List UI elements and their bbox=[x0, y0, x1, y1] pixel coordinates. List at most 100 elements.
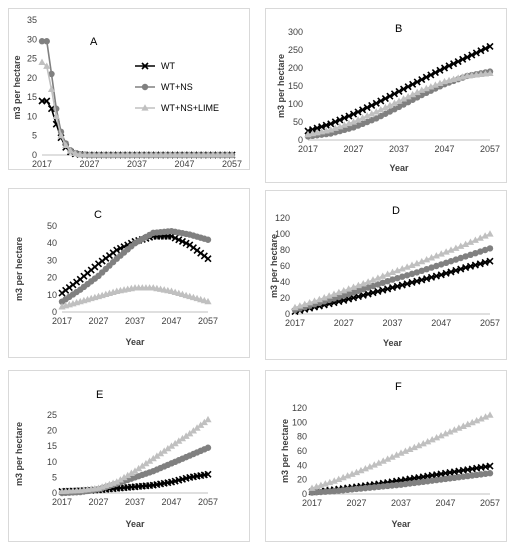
y-tick-label: 100 bbox=[275, 229, 290, 239]
data-point bbox=[176, 151, 184, 158]
data-point bbox=[135, 464, 143, 472]
data-point bbox=[381, 103, 389, 111]
data-point bbox=[152, 151, 160, 158]
data-point bbox=[413, 277, 421, 285]
data-point bbox=[447, 258, 455, 265]
data-point bbox=[462, 240, 470, 247]
series-wt-ns-a bbox=[38, 38, 236, 159]
data-point bbox=[204, 297, 212, 305]
data-point bbox=[386, 101, 394, 109]
x-tick-label: 2047 bbox=[434, 144, 454, 154]
data-point bbox=[379, 286, 387, 294]
x-tick-label: 2037 bbox=[391, 498, 411, 508]
data-point bbox=[359, 106, 367, 114]
y-tick-label: 15 bbox=[47, 441, 57, 451]
x-tick-label: 2027 bbox=[334, 318, 354, 328]
y-tick-label: 80 bbox=[280, 245, 290, 255]
data-point bbox=[399, 85, 408, 93]
x-tick-label: 2027 bbox=[88, 497, 108, 507]
data-point bbox=[446, 428, 454, 435]
data-point bbox=[398, 265, 406, 272]
data-point bbox=[409, 90, 417, 98]
chart-panel-a bbox=[8, 8, 250, 170]
x-tick-label: 2057 bbox=[480, 498, 500, 508]
data-point bbox=[344, 472, 352, 479]
data-point bbox=[427, 273, 436, 281]
y-tick-label: 40 bbox=[47, 238, 57, 248]
data-point bbox=[190, 151, 198, 158]
data-point bbox=[364, 278, 372, 285]
data-point bbox=[438, 261, 445, 268]
data-point bbox=[363, 104, 371, 112]
data-point bbox=[197, 421, 205, 428]
data-point bbox=[361, 464, 369, 472]
chart-title-d: D bbox=[392, 205, 400, 217]
data-point bbox=[200, 418, 208, 426]
data-point bbox=[399, 273, 406, 280]
data-point bbox=[156, 449, 165, 457]
data-point bbox=[214, 151, 222, 158]
data-point bbox=[472, 49, 480, 57]
data-point bbox=[335, 293, 343, 301]
data-point bbox=[486, 42, 494, 50]
y-axis-label-d: m3 per hectare bbox=[269, 234, 279, 298]
data-point bbox=[452, 244, 460, 251]
data-point bbox=[403, 263, 411, 270]
data-point bbox=[377, 105, 385, 113]
data-point bbox=[471, 261, 479, 269]
data-point bbox=[104, 151, 113, 158]
data-point bbox=[466, 262, 475, 270]
data-point bbox=[374, 274, 382, 281]
data-point bbox=[486, 462, 494, 470]
data-point bbox=[388, 268, 397, 275]
data-point bbox=[204, 236, 212, 243]
data-point bbox=[193, 424, 201, 431]
y-tick-label: 0 bbox=[302, 489, 307, 499]
data-point bbox=[348, 470, 356, 477]
data-point bbox=[204, 151, 212, 158]
data-point bbox=[175, 236, 183, 244]
y-tick-label: 15 bbox=[27, 92, 37, 102]
data-point bbox=[423, 266, 430, 273]
data-point bbox=[432, 252, 440, 259]
data-point bbox=[335, 288, 343, 296]
data-point bbox=[142, 151, 151, 158]
data-point bbox=[403, 272, 411, 279]
data-point bbox=[395, 87, 403, 95]
data-point bbox=[379, 272, 387, 279]
data-point bbox=[160, 447, 168, 454]
data-point bbox=[354, 292, 362, 301]
data-point bbox=[142, 459, 150, 467]
y-tick-label: 10 bbox=[27, 111, 37, 121]
data-point bbox=[182, 432, 190, 439]
data-point bbox=[153, 452, 161, 459]
x-tick-label: 2027 bbox=[88, 316, 108, 326]
data-point bbox=[133, 151, 141, 158]
data-point bbox=[171, 151, 179, 158]
data-point bbox=[349, 110, 358, 118]
y-tick-label: 30 bbox=[27, 34, 37, 44]
data-point bbox=[38, 38, 46, 45]
legend-marker bbox=[141, 83, 149, 91]
x-tick-label: 2017 bbox=[52, 316, 72, 326]
data-point bbox=[477, 248, 484, 255]
data-point bbox=[330, 290, 338, 297]
data-point bbox=[388, 284, 397, 292]
chart-panel-b bbox=[265, 8, 507, 183]
data-point bbox=[43, 62, 51, 69]
data-point bbox=[398, 281, 406, 289]
data-point bbox=[423, 275, 431, 283]
data-point bbox=[100, 151, 108, 158]
data-point bbox=[395, 97, 403, 104]
data-point bbox=[486, 470, 494, 477]
data-point bbox=[418, 86, 426, 93]
y-tick-label: 20 bbox=[27, 73, 37, 83]
data-point bbox=[410, 443, 418, 451]
data-point bbox=[359, 114, 367, 121]
data-point bbox=[486, 245, 494, 252]
x-tick-label: 2047 bbox=[161, 316, 181, 326]
x-tick-label: 2047 bbox=[161, 497, 181, 507]
legend-marker-shape bbox=[141, 62, 149, 70]
data-point bbox=[450, 60, 458, 68]
data-point bbox=[468, 51, 476, 59]
